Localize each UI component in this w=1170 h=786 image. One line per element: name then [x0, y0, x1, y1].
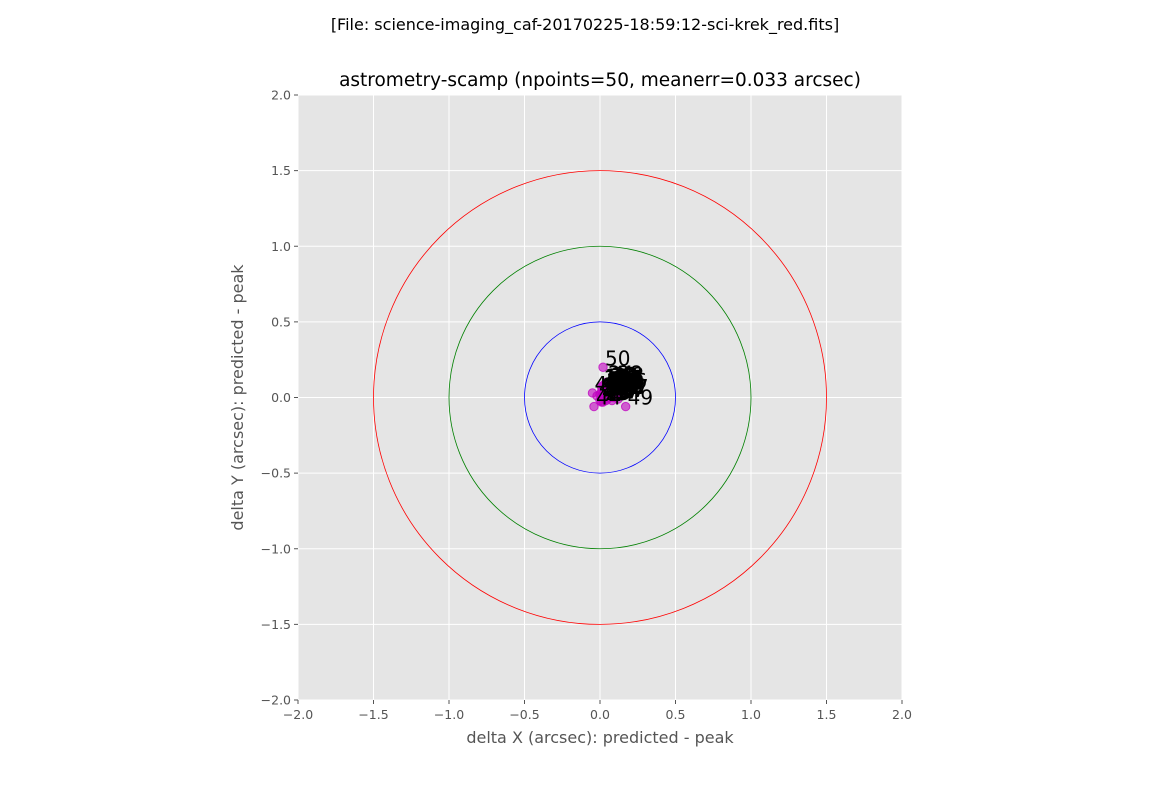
point-label-10: 10 [616, 370, 641, 394]
y-tick-label-4: 0.0 [271, 390, 291, 405]
point-label-27: 27 [607, 369, 632, 393]
x-tick-label-2: −1.0 [434, 707, 464, 722]
point-label-11: 11 [605, 364, 630, 388]
point-label-28: 28 [614, 369, 639, 393]
chart-title: astrometry-scamp (npoints=50, meanerr=0.… [339, 70, 861, 91]
point-label-42: 42 [599, 375, 624, 399]
point-label-19: 19 [604, 366, 629, 390]
data-points [587, 362, 631, 412]
point-label-14: 14 [611, 363, 636, 387]
point-label-34: 34 [616, 377, 641, 401]
y-tick-label-5: 0.5 [271, 314, 291, 329]
point-label-47: 47 [623, 375, 648, 399]
point-label-13: 13 [608, 380, 633, 404]
x-tick-label-3: −0.5 [509, 707, 539, 722]
point-label-18: 18 [610, 370, 635, 394]
x-tick-label-4: 0.0 [590, 707, 610, 722]
point-label-33: 33 [608, 367, 633, 391]
point-label-15: 15 [619, 367, 644, 391]
circle-r-1-5 [373, 170, 827, 625]
point-43 [587, 388, 598, 398]
figure-suptitle: [File: science-imaging_caf-20170225-18:5… [331, 15, 839, 35]
y-axis-label: delta Y (arcsec): predicted - peak [228, 264, 247, 531]
point-label-44: 44 [596, 386, 621, 410]
point-label-35: 35 [611, 372, 636, 396]
y-axis-ticks: −2.0 −1.5 −1.0 −0.5 0.0 0.5 1.0 1.5 2.0 [261, 88, 298, 708]
point-label-5: 5 [614, 373, 627, 397]
point-label-21: 21 [616, 364, 641, 388]
point-label-40: 40 [614, 366, 639, 390]
x-tick-label-1: −1.5 [358, 707, 388, 722]
tolerance-circles [373, 170, 827, 625]
x-axis-label: delta X (arcsec): predicted - peak [466, 728, 734, 747]
y-tick-label-3: −0.5 [261, 466, 291, 481]
point-label-30: 30 [619, 370, 644, 394]
point-label-3: 3 [611, 369, 624, 393]
y-tick-label-6: 1.0 [271, 239, 291, 254]
x-tick-label-5: 0.5 [666, 707, 686, 722]
point-label-2: 2 [608, 372, 621, 396]
point-label-39: 39 [610, 364, 635, 388]
point-label-36: 36 [622, 369, 647, 393]
x-axis-ticks: −2.0 −1.5 −1.0 −0.5 0.0 0.5 1.0 1.5 2.0 [283, 700, 912, 722]
point-label-48: 48 [619, 363, 644, 387]
y-tick-label-1: −1.5 [261, 617, 291, 632]
circle-r-0-5 [524, 321, 676, 474]
point-label-46: 46 [605, 372, 630, 396]
point-label-43: 43 [594, 372, 619, 396]
point-label-26: 26 [617, 366, 642, 390]
point-label-8: 8 [613, 366, 626, 390]
point-49 [620, 401, 631, 412]
point-label-1: 1 [605, 375, 618, 399]
x-tick-label-7: 1.5 [817, 707, 837, 722]
y-tick-label-2: −1.0 [261, 541, 291, 556]
point-label-49: 49 [628, 386, 653, 410]
point-50 [598, 362, 608, 372]
point-label-7: 7 [610, 378, 623, 402]
y-tick-label-7: 1.5 [271, 163, 291, 178]
point-label-31: 31 [604, 375, 629, 399]
point-label-50: 50 [605, 346, 630, 370]
x-tick-label-8: 2.0 [892, 707, 912, 722]
point-45 [596, 397, 607, 407]
point-label-41: 41 [602, 380, 627, 404]
point-label-37: 37 [620, 378, 645, 402]
point-label-45: 45 [604, 381, 629, 405]
point-label-29: 29 [610, 373, 635, 397]
point-label-23: 23 [605, 381, 630, 405]
point-label-12: 12 [617, 375, 642, 399]
point-44 [589, 401, 599, 412]
y-tick-label-8: 2.0 [271, 88, 291, 103]
point-label-24: 24 [608, 361, 633, 385]
y-tick-label-0: −2.0 [261, 693, 291, 708]
point-label-38: 38 [617, 361, 642, 385]
x-tick-label-0: −2.0 [283, 707, 313, 722]
point-label-32: 32 [613, 363, 638, 387]
point-47 [616, 391, 626, 401]
circle-r-1 [448, 245, 752, 550]
point-46 [598, 388, 608, 398]
point-label-25: 25 [611, 377, 636, 401]
point-label-6: 6 [607, 367, 620, 391]
point-label-17: 17 [614, 380, 639, 404]
point-label-4: 4 [604, 370, 617, 394]
point-48 [611, 379, 622, 389]
point-label-20: 20 [613, 372, 638, 396]
point-label-22: 22 [620, 373, 645, 397]
x-tick-label-6: 1.0 [741, 707, 761, 722]
point-label-9: 9 [602, 373, 615, 397]
point-label-16: 16 [607, 377, 632, 401]
